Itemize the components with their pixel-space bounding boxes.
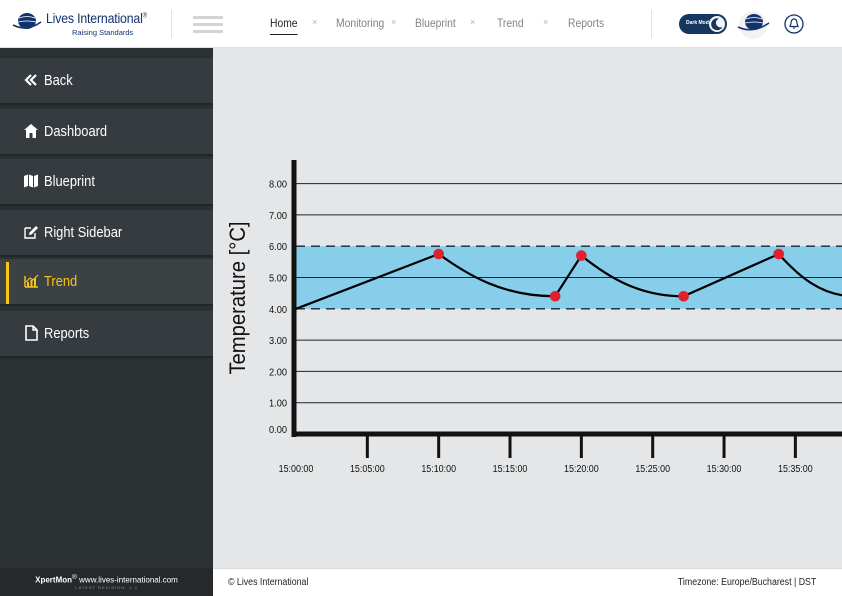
y-tick-label: 1.00 bbox=[269, 398, 287, 410]
footer-url[interactable]: www.lives-international.com bbox=[76, 575, 178, 585]
header-divider bbox=[651, 10, 652, 38]
y-tick-label: 6.00 bbox=[269, 242, 287, 254]
logo[interactable]: Lives International® Raising Standards bbox=[12, 9, 162, 41]
nav-blueprint[interactable]: Blueprint bbox=[415, 16, 456, 30]
nav-monitoring[interactable]: Monitoring bbox=[336, 16, 385, 30]
sidebar-footer: XpertMon® www.lives-international.com LA… bbox=[0, 568, 213, 596]
edit-icon bbox=[24, 226, 38, 239]
nav-separator: × bbox=[543, 17, 549, 27]
sidebar-item-label: Dashboard bbox=[44, 123, 108, 140]
y-tick-label: 0.00 bbox=[269, 425, 287, 437]
bell-icon[interactable] bbox=[784, 14, 804, 34]
y-axis-title: Temperature [°C] bbox=[226, 221, 250, 374]
data-point bbox=[549, 290, 561, 302]
x-tick-label: 15:30:00 bbox=[707, 463, 742, 475]
x-tick-label: 15:00:00 bbox=[279, 463, 314, 475]
sidebar-item-back[interactable]: Back bbox=[0, 58, 213, 105]
file-icon bbox=[25, 325, 38, 341]
sidebar-item-trend[interactable]: Trend bbox=[0, 259, 213, 306]
main-content: 0.00 1.00 2.00 3.00 4.00 5.00 6.00 7.00 8.00 15:0… bbox=[213, 48, 842, 568]
x-tick-label: 15:35:00 bbox=[778, 463, 813, 475]
y-tick-label: 8.00 bbox=[269, 179, 287, 191]
x-tick-label: 15:05:00 bbox=[350, 463, 385, 475]
data-point bbox=[576, 250, 587, 261]
moon-icon bbox=[709, 16, 725, 32]
y-tick-label: 2.00 bbox=[269, 367, 287, 379]
double-chevron-left-icon bbox=[24, 74, 37, 86]
home-icon bbox=[24, 124, 38, 138]
top-bar: Lives International® Raising Standards H… bbox=[0, 0, 842, 48]
x-tick-label: 15:20:00 bbox=[564, 463, 599, 475]
x-tick-label: 15:10:00 bbox=[421, 463, 456, 475]
globe-icon[interactable] bbox=[734, 10, 772, 40]
sidebar-item-label: Back bbox=[44, 72, 73, 89]
sidebar-item-label: Trend bbox=[44, 273, 78, 290]
x-tick-label: 15:15:00 bbox=[493, 463, 528, 475]
chart-icon bbox=[24, 274, 39, 288]
sidebar: Back Dashboard Blueprint Right Sidebar T… bbox=[0, 48, 213, 568]
header-divider bbox=[171, 10, 172, 38]
sidebar-item-reports[interactable]: Reports bbox=[0, 311, 213, 358]
copyright-text: © Lives International bbox=[228, 577, 309, 588]
y-tick-label: 3.00 bbox=[269, 336, 287, 348]
sidebar-item-dashboard[interactable]: Dashboard bbox=[0, 109, 213, 156]
hamburger-icon[interactable] bbox=[193, 16, 223, 33]
series-line bbox=[295, 252, 842, 310]
nav-home[interactable]: Home bbox=[270, 16, 298, 35]
footer-version: LATEST REVISION: 1.0 bbox=[75, 585, 138, 590]
nav-separator: × bbox=[391, 17, 397, 27]
active-indicator bbox=[6, 262, 9, 304]
nav-separator: × bbox=[470, 17, 476, 27]
x-tick-label: 15:25:00 bbox=[635, 463, 670, 475]
logo-name: Lives International® bbox=[46, 10, 148, 26]
nav-trend[interactable]: Trend bbox=[497, 16, 524, 30]
y-tick-label: 7.00 bbox=[269, 210, 287, 222]
data-point bbox=[433, 248, 444, 260]
timezone-text: Timezone: Europe/Bucharest | DST bbox=[677, 577, 816, 588]
data-point bbox=[773, 248, 785, 260]
sidebar-item-right-sidebar[interactable]: Right Sidebar bbox=[0, 210, 213, 257]
map-icon bbox=[24, 174, 38, 188]
footer-brand: XpertMon® www.lives-international.com bbox=[35, 574, 178, 585]
sidebar-item-label: Right Sidebar bbox=[44, 224, 123, 241]
sidebar-item-label: Reports bbox=[44, 325, 90, 342]
dark-mode-toggle[interactable]: Dark Mode bbox=[679, 14, 727, 34]
nav-separator: × bbox=[312, 17, 318, 27]
sidebar-item-blueprint[interactable]: Blueprint bbox=[0, 159, 213, 206]
dark-mode-label: Dark Mode bbox=[686, 20, 712, 26]
logo-tagline: Raising Standards bbox=[72, 28, 134, 37]
y-tick-label: 4.00 bbox=[269, 304, 287, 316]
y-tick-label: 5.00 bbox=[269, 273, 287, 285]
data-point bbox=[678, 290, 689, 302]
trend-chart: 0.00 1.00 2.00 3.00 4.00 5.00 6.00 7.00 8.00 15:0… bbox=[226, 160, 842, 475]
page-footer: © Lives International Timezone: Europe/B… bbox=[213, 568, 842, 596]
nav-reports[interactable]: Reports bbox=[568, 16, 605, 30]
sidebar-item-label: Blueprint bbox=[44, 173, 95, 190]
globe-logo-icon bbox=[12, 13, 42, 29]
